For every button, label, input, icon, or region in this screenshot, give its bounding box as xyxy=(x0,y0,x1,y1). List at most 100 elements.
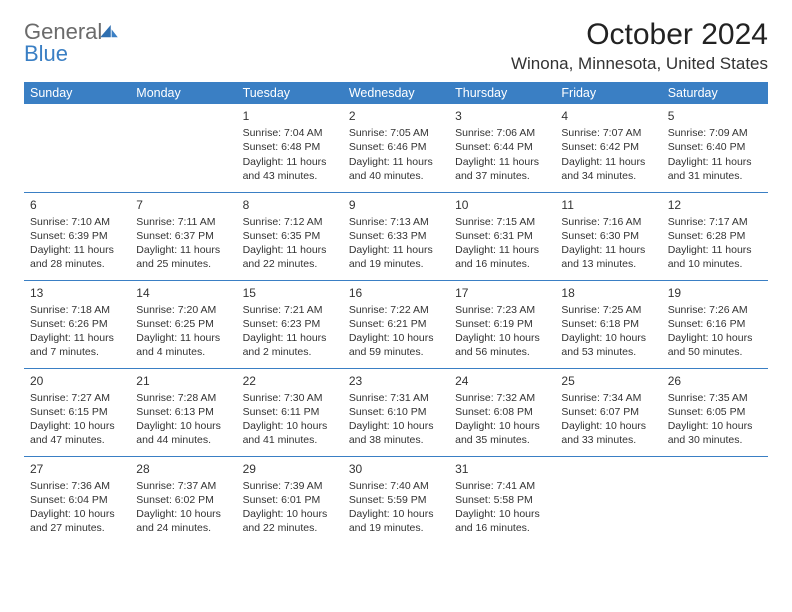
day-header: Monday xyxy=(130,82,236,104)
daylight-text: Daylight: 11 hours xyxy=(136,331,230,345)
daylight-text: Daylight: 10 hours xyxy=(561,419,655,433)
sunrise-text: Sunrise: 7:31 AM xyxy=(349,391,443,405)
daylight-text: and 7 minutes. xyxy=(30,345,124,359)
title-block: October 2024 Winona, Minnesota, United S… xyxy=(511,18,768,74)
day-header: Saturday xyxy=(662,82,768,104)
sunrise-text: Sunrise: 7:06 AM xyxy=(455,126,549,140)
calendar-table: Sunday Monday Tuesday Wednesday Thursday… xyxy=(24,82,768,544)
calendar-cell xyxy=(24,104,130,192)
sunrise-text: Sunrise: 7:28 AM xyxy=(136,391,230,405)
day-number: 23 xyxy=(349,373,443,389)
sunrise-text: Sunrise: 7:25 AM xyxy=(561,303,655,317)
sunset-text: Sunset: 6:31 PM xyxy=(455,229,549,243)
sunset-text: Sunset: 6:05 PM xyxy=(668,405,762,419)
daylight-text: and 38 minutes. xyxy=(349,433,443,447)
daylight-text: and 34 minutes. xyxy=(561,169,655,183)
daylight-text: and 53 minutes. xyxy=(561,345,655,359)
calendar-cell: 18Sunrise: 7:25 AMSunset: 6:18 PMDayligh… xyxy=(555,280,661,368)
day-number: 9 xyxy=(349,197,443,213)
calendar-cell: 3Sunrise: 7:06 AMSunset: 6:44 PMDaylight… xyxy=(449,104,555,192)
sunrise-text: Sunrise: 7:15 AM xyxy=(455,215,549,229)
daylight-text: and 28 minutes. xyxy=(30,257,124,271)
day-number: 30 xyxy=(349,461,443,477)
calendar-cell: 1Sunrise: 7:04 AMSunset: 6:48 PMDaylight… xyxy=(237,104,343,192)
calendar-cell: 4Sunrise: 7:07 AMSunset: 6:42 PMDaylight… xyxy=(555,104,661,192)
daylight-text: Daylight: 10 hours xyxy=(349,331,443,345)
daylight-text: and 43 minutes. xyxy=(243,169,337,183)
daylight-text: Daylight: 11 hours xyxy=(349,155,443,169)
sail-icon xyxy=(100,25,118,39)
day-number: 3 xyxy=(455,108,549,124)
daylight-text: and 50 minutes. xyxy=(668,345,762,359)
sunset-text: Sunset: 6:04 PM xyxy=(30,493,124,507)
calendar-cell: 20Sunrise: 7:27 AMSunset: 6:15 PMDayligh… xyxy=(24,368,130,456)
calendar-cell: 26Sunrise: 7:35 AMSunset: 6:05 PMDayligh… xyxy=(662,368,768,456)
daylight-text: Daylight: 10 hours xyxy=(455,331,549,345)
daylight-text: and 16 minutes. xyxy=(455,257,549,271)
calendar-cell xyxy=(555,456,661,544)
day-header: Wednesday xyxy=(343,82,449,104)
sunrise-text: Sunrise: 7:18 AM xyxy=(30,303,124,317)
brand-logo: General Blue xyxy=(24,18,118,66)
calendar-cell: 5Sunrise: 7:09 AMSunset: 6:40 PMDaylight… xyxy=(662,104,768,192)
daylight-text: Daylight: 10 hours xyxy=(136,507,230,521)
daylight-text: and 40 minutes. xyxy=(349,169,443,183)
sunrise-text: Sunrise: 7:40 AM xyxy=(349,479,443,493)
sunset-text: Sunset: 6:16 PM xyxy=(668,317,762,331)
day-number: 8 xyxy=(243,197,337,213)
sunrise-text: Sunrise: 7:21 AM xyxy=(243,303,337,317)
daylight-text: Daylight: 11 hours xyxy=(455,243,549,257)
sunrise-text: Sunrise: 7:27 AM xyxy=(30,391,124,405)
day-number: 5 xyxy=(668,108,762,124)
daylight-text: Daylight: 11 hours xyxy=(668,243,762,257)
sunrise-text: Sunrise: 7:36 AM xyxy=(30,479,124,493)
calendar-cell: 29Sunrise: 7:39 AMSunset: 6:01 PMDayligh… xyxy=(237,456,343,544)
calendar-cell: 31Sunrise: 7:41 AMSunset: 5:58 PMDayligh… xyxy=(449,456,555,544)
sunrise-text: Sunrise: 7:20 AM xyxy=(136,303,230,317)
calendar-cell: 15Sunrise: 7:21 AMSunset: 6:23 PMDayligh… xyxy=(237,280,343,368)
day-number: 7 xyxy=(136,197,230,213)
daylight-text: and 16 minutes. xyxy=(455,521,549,535)
day-header: Sunday xyxy=(24,82,130,104)
sunset-text: Sunset: 6:26 PM xyxy=(30,317,124,331)
calendar-cell: 11Sunrise: 7:16 AMSunset: 6:30 PMDayligh… xyxy=(555,192,661,280)
sunrise-text: Sunrise: 7:11 AM xyxy=(136,215,230,229)
sunrise-text: Sunrise: 7:07 AM xyxy=(561,126,655,140)
sunrise-text: Sunrise: 7:16 AM xyxy=(561,215,655,229)
sunrise-text: Sunrise: 7:13 AM xyxy=(349,215,443,229)
sunset-text: Sunset: 6:11 PM xyxy=(243,405,337,419)
calendar-week: 13Sunrise: 7:18 AMSunset: 6:26 PMDayligh… xyxy=(24,280,768,368)
day-number: 19 xyxy=(668,285,762,301)
daylight-text: and 59 minutes. xyxy=(349,345,443,359)
daylight-text: Daylight: 11 hours xyxy=(136,243,230,257)
sunrise-text: Sunrise: 7:37 AM xyxy=(136,479,230,493)
day-header-row: Sunday Monday Tuesday Wednesday Thursday… xyxy=(24,82,768,104)
daylight-text: Daylight: 11 hours xyxy=(30,331,124,345)
daylight-text: and 37 minutes. xyxy=(455,169,549,183)
daylight-text: and 56 minutes. xyxy=(455,345,549,359)
sunrise-text: Sunrise: 7:05 AM xyxy=(349,126,443,140)
day-number: 14 xyxy=(136,285,230,301)
daylight-text: Daylight: 10 hours xyxy=(349,507,443,521)
calendar-cell: 2Sunrise: 7:05 AMSunset: 6:46 PMDaylight… xyxy=(343,104,449,192)
daylight-text: Daylight: 11 hours xyxy=(668,155,762,169)
daylight-text: Daylight: 11 hours xyxy=(349,243,443,257)
day-number: 10 xyxy=(455,197,549,213)
day-number: 15 xyxy=(243,285,337,301)
sunrise-text: Sunrise: 7:09 AM xyxy=(668,126,762,140)
daylight-text: and 41 minutes. xyxy=(243,433,337,447)
daylight-text: Daylight: 10 hours xyxy=(136,419,230,433)
sunset-text: Sunset: 6:39 PM xyxy=(30,229,124,243)
day-number: 25 xyxy=(561,373,655,389)
day-header: Thursday xyxy=(449,82,555,104)
calendar-cell: 25Sunrise: 7:34 AMSunset: 6:07 PMDayligh… xyxy=(555,368,661,456)
daylight-text: and 33 minutes. xyxy=(561,433,655,447)
header: General Blue October 2024 Winona, Minnes… xyxy=(24,18,768,74)
sunrise-text: Sunrise: 7:04 AM xyxy=(243,126,337,140)
day-number: 28 xyxy=(136,461,230,477)
sunrise-text: Sunrise: 7:30 AM xyxy=(243,391,337,405)
day-number: 18 xyxy=(561,285,655,301)
day-number: 26 xyxy=(668,373,762,389)
daylight-text: and 22 minutes. xyxy=(243,521,337,535)
calendar-cell: 13Sunrise: 7:18 AMSunset: 6:26 PMDayligh… xyxy=(24,280,130,368)
